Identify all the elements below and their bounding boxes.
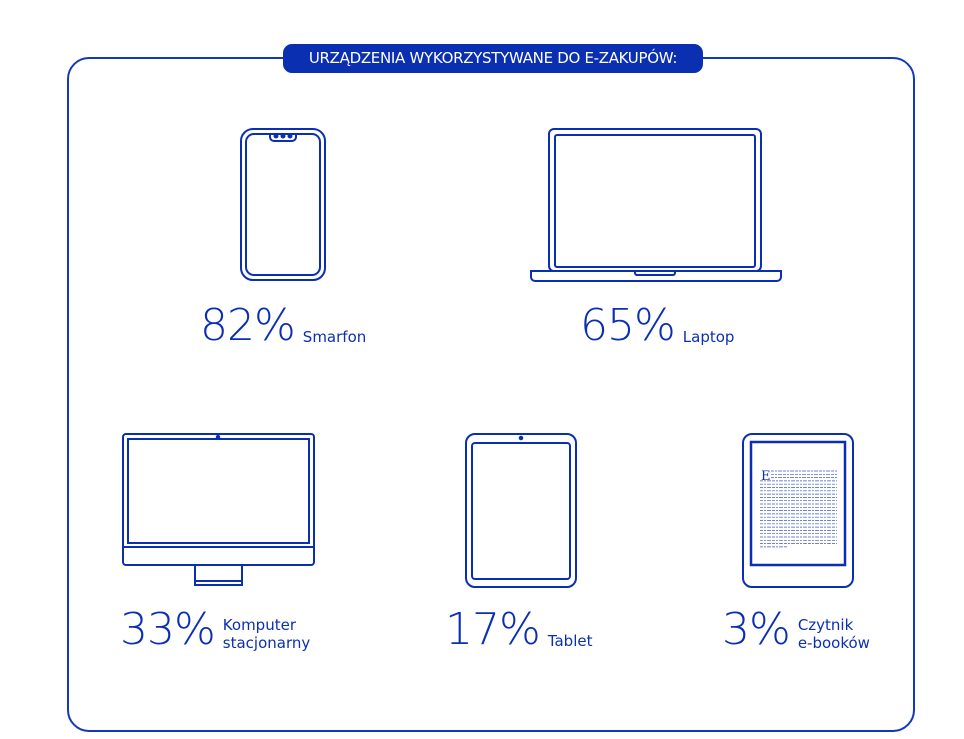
percent-value: 17% (445, 604, 541, 655)
stat-ebook-reader: 3% Czytnik e-booków (722, 604, 870, 655)
stat-desktop: 33% Komputer stacjonarny (120, 604, 310, 655)
smartphone-icon (240, 128, 326, 281)
device-label-line1: Czytnik (797, 616, 854, 634)
percent-value: 3% (722, 604, 791, 655)
device-label-line2: stacjonarny (222, 634, 311, 652)
stat-tablet: 17% Tablet (445, 608, 592, 652)
desktop-computer-icon (122, 433, 315, 586)
percent-value: 65% (580, 300, 676, 351)
device-label-line2: e-booków (797, 634, 870, 652)
percent-value: 82% (200, 300, 296, 351)
percent-value: 33% (120, 604, 216, 655)
stat-smartphone: 82% Smarfon (200, 304, 366, 348)
device-label: Laptop (682, 328, 735, 346)
infographic-title: URZĄDZENIA WYKORZYSTYWANE DO E-ZAKUPÓW: (283, 44, 703, 73)
svg-text:E: E (761, 469, 771, 484)
tablet-icon (465, 433, 577, 588)
stat-laptop: 65% Laptop (580, 304, 734, 348)
device-label: Smarfon (302, 328, 367, 346)
ebook-reader-icon: E (742, 433, 854, 588)
laptop-icon (530, 128, 782, 282)
device-label-line1: Komputer (222, 616, 296, 634)
device-label: Czytnik e-booków (798, 616, 870, 652)
device-label: Tablet (547, 632, 593, 650)
device-label: Komputer stacjonarny (223, 616, 310, 652)
